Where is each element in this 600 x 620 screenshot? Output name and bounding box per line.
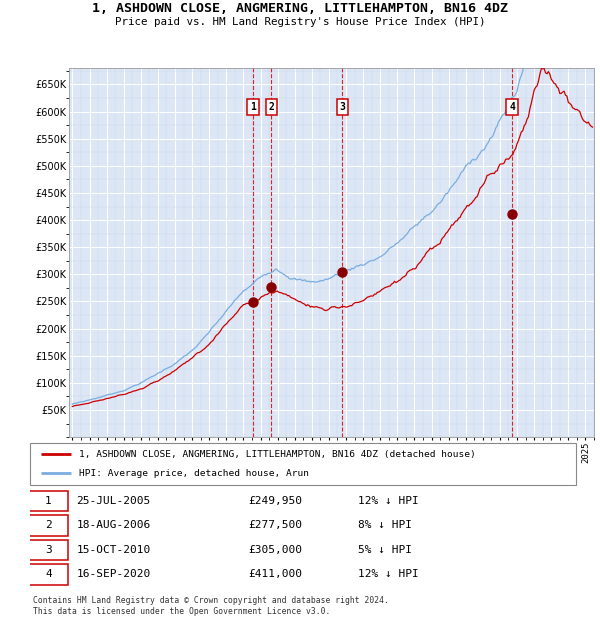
Text: 3: 3 (340, 102, 346, 112)
Text: 15-OCT-2010: 15-OCT-2010 (76, 545, 151, 555)
Text: 25-JUL-2005: 25-JUL-2005 (76, 496, 151, 506)
Text: 12% ↓ HPI: 12% ↓ HPI (358, 569, 418, 580)
Text: 4: 4 (45, 569, 52, 580)
FancyBboxPatch shape (29, 564, 68, 585)
FancyBboxPatch shape (29, 540, 68, 560)
Text: 1: 1 (45, 496, 52, 506)
Text: £411,000: £411,000 (248, 569, 302, 580)
FancyBboxPatch shape (29, 491, 68, 511)
Text: £305,000: £305,000 (248, 545, 302, 555)
Text: £277,500: £277,500 (248, 520, 302, 531)
Text: HPI: Average price, detached house, Arun: HPI: Average price, detached house, Arun (79, 469, 309, 478)
Text: 8% ↓ HPI: 8% ↓ HPI (358, 520, 412, 531)
Text: 18-AUG-2006: 18-AUG-2006 (76, 520, 151, 531)
Text: 1, ASHDOWN CLOSE, ANGMERING, LITTLEHAMPTON, BN16 4DZ: 1, ASHDOWN CLOSE, ANGMERING, LITTLEHAMPT… (92, 2, 508, 15)
Text: Contains HM Land Registry data © Crown copyright and database right 2024.
This d: Contains HM Land Registry data © Crown c… (33, 596, 389, 616)
Text: £249,950: £249,950 (248, 496, 302, 506)
Text: 1: 1 (250, 102, 256, 112)
Text: 16-SEP-2020: 16-SEP-2020 (76, 569, 151, 580)
FancyBboxPatch shape (29, 515, 68, 536)
Text: 4: 4 (509, 102, 515, 112)
Text: 12% ↓ HPI: 12% ↓ HPI (358, 496, 418, 506)
Text: 1, ASHDOWN CLOSE, ANGMERING, LITTLEHAMPTON, BN16 4DZ (detached house): 1, ASHDOWN CLOSE, ANGMERING, LITTLEHAMPT… (79, 450, 476, 459)
Text: 5% ↓ HPI: 5% ↓ HPI (358, 545, 412, 555)
Text: 2: 2 (45, 520, 52, 531)
Text: Price paid vs. HM Land Registry's House Price Index (HPI): Price paid vs. HM Land Registry's House … (115, 17, 485, 27)
Text: 2: 2 (268, 102, 274, 112)
Text: 3: 3 (45, 545, 52, 555)
FancyBboxPatch shape (30, 443, 576, 485)
